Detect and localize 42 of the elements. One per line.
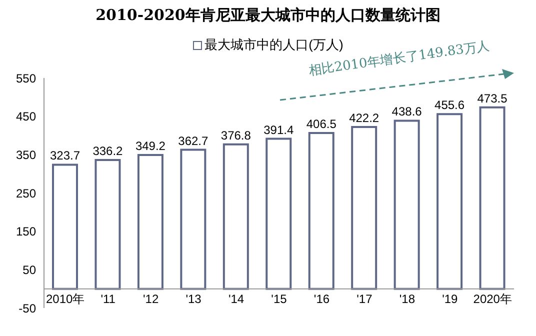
y-tick-label: 350 <box>16 148 36 162</box>
data-label: 362.7 <box>178 134 209 148</box>
x-tick-label: '12 <box>143 292 159 306</box>
bar <box>266 138 292 290</box>
data-label: 349.2 <box>135 138 166 153</box>
bar <box>479 106 506 290</box>
x-tick-label: '19 <box>442 292 458 306</box>
data-label: 422.2 <box>349 110 380 125</box>
data-label: 406.5 <box>306 117 337 132</box>
bar <box>394 120 420 290</box>
bar <box>52 164 78 290</box>
y-tick-label: 50 <box>22 262 36 277</box>
legend-label: 最大城市中的人口(万人) <box>204 36 344 54</box>
x-tick-label: '11 <box>100 292 116 306</box>
data-label: 438.6 <box>392 104 422 119</box>
y-tick-label: 150 <box>16 224 36 239</box>
x-tick-label: '13 <box>186 292 202 306</box>
x-tick-label: '14 <box>228 292 244 306</box>
y-tick-label: 250 <box>16 186 36 200</box>
x-tick-label: 2020年 <box>473 292 512 306</box>
data-label: 336.2 <box>92 144 124 158</box>
bar <box>308 132 334 290</box>
y-tick-label: 450 <box>16 110 36 124</box>
data-label: 391.4 <box>264 122 294 137</box>
bar <box>436 113 463 290</box>
data-label: 455.6 <box>434 98 465 112</box>
x-tick-label: '18 <box>399 292 416 306</box>
x-tick-label: '17 <box>356 292 373 306</box>
y-tick-label: 550 <box>16 71 36 86</box>
bar <box>180 148 206 290</box>
bar <box>222 143 249 290</box>
data-label: 473.5 <box>477 91 508 106</box>
x-tick-label: 2010年 <box>46 292 85 306</box>
x-tick-label: '15 <box>271 292 288 306</box>
bar <box>94 158 121 290</box>
x-tick-label: '16 <box>314 292 330 306</box>
y-tick-label: -50 <box>18 301 36 316</box>
data-label: 323.7 <box>50 148 80 163</box>
bar <box>137 154 164 290</box>
bar <box>351 126 378 290</box>
chart-title: 2010-2020年肯尼亚最大城市中的人口数量统计图 <box>94 6 442 25</box>
data-label: 376.8 <box>220 128 252 142</box>
